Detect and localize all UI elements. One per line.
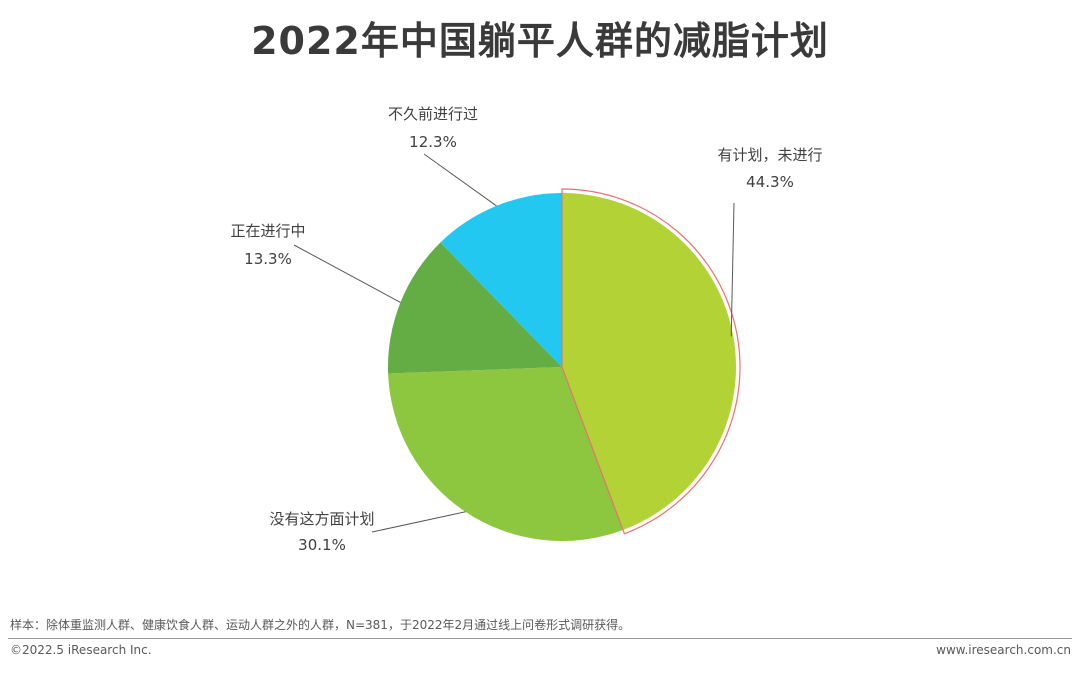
leader-line xyxy=(293,244,401,303)
pie-chart: 有计划，未进行 44.3% 没有这方面计划 30.1% 正在进行中 13.3% 不久前进行过… xyxy=(230,105,822,554)
slice-value-label: 30.1% xyxy=(298,536,346,554)
copyright-text: ©2022.5 iResearch Inc. xyxy=(10,643,152,657)
pie-slice xyxy=(440,193,562,367)
leader-lines xyxy=(293,153,735,533)
slice-labels: 有计划，未进行 44.3% 没有这方面计划 30.1% 正在进行中 13.3% 不久前进行过… xyxy=(230,105,822,554)
pie-slices xyxy=(387,193,736,542)
slice-value-label: 13.3% xyxy=(244,250,292,268)
leader-line xyxy=(423,153,497,207)
slice-category-label: 不久前进行过 xyxy=(388,105,478,123)
highlight-outline xyxy=(561,188,741,535)
chart-title: 2022年中国躺平人群的减脂计划 xyxy=(251,19,829,63)
sample-footnote: 样本：除体重监测人群、健康饮食人群、运动人群之外的人群，N=381，于2022年… xyxy=(10,618,631,632)
footer-divider xyxy=(8,638,1072,639)
slice-category-label: 有计划，未进行 xyxy=(717,146,822,164)
pie-slice xyxy=(562,193,736,530)
pie-slice xyxy=(387,242,562,374)
slice-category-label: 没有这方面计划 xyxy=(269,510,374,528)
pie-slice xyxy=(388,367,623,542)
website-link[interactable]: www.iresearch.com.cn xyxy=(936,643,1071,657)
leader-line xyxy=(730,202,735,337)
slice-category-label: 正在进行中 xyxy=(230,222,305,240)
leader-line xyxy=(371,511,466,533)
slice-value-label: 12.3% xyxy=(409,133,457,151)
slice-value-label: 44.3% xyxy=(746,173,794,191)
